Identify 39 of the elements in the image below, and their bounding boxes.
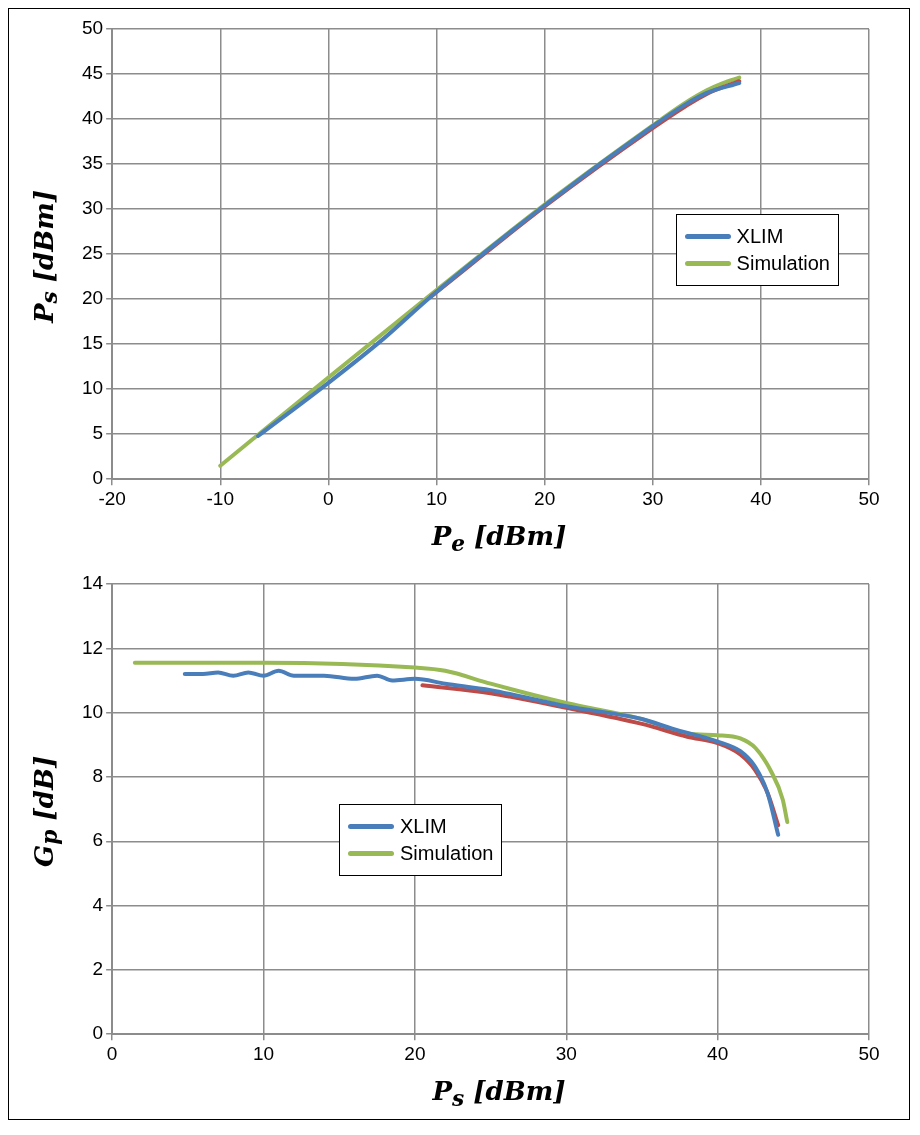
x-tick-label: 50	[858, 487, 880, 509]
legend-label: XLIM	[736, 225, 784, 248]
y-tick-label: 5	[92, 422, 104, 444]
x-tick-label: 40	[707, 1042, 729, 1064]
x-tick-label: -10	[206, 487, 234, 509]
y-tick-label: 30	[81, 197, 104, 219]
y-tick-label: 6	[92, 829, 104, 851]
y-tick-label: 45	[81, 62, 104, 84]
x-tick-label: 10	[252, 1042, 275, 1064]
x-tick-label: 0	[106, 1042, 118, 1064]
x-tick-label: 50	[858, 1042, 880, 1064]
y-tick-label: 20	[81, 287, 104, 309]
y-tick-label: 35	[81, 152, 104, 174]
y-tick-label: 50	[81, 17, 104, 39]
x-tick-label: 0	[323, 487, 334, 509]
x-axis-title: P$_{e}$ [dBm]	[430, 520, 568, 556]
y-tick-label: 4	[92, 893, 104, 915]
y-tick-label: 40	[81, 107, 104, 129]
y-tick-label: 8	[92, 765, 104, 787]
legend-label: Simulation	[736, 252, 830, 275]
x-tick-label: -20	[98, 487, 126, 509]
x-tick-label: 20	[404, 1042, 426, 1064]
x-tick-label: 30	[642, 487, 664, 509]
x-tick-label: 30	[555, 1042, 577, 1064]
y-tick-label: 0	[92, 467, 104, 489]
y-tick-label: 10	[81, 377, 104, 399]
legend-label: XLIM	[400, 815, 447, 838]
y-tick-label: 12	[81, 636, 104, 658]
x-tick-label: 40	[750, 487, 772, 509]
y-tick-label: 15	[81, 332, 104, 354]
legend-label: Simulation	[400, 842, 494, 865]
y-tick-label: 0	[92, 1022, 104, 1044]
y-tick-label: 25	[81, 242, 104, 264]
y-tick-label: 2	[92, 958, 104, 980]
y-tick-label: 10	[81, 700, 104, 722]
x-tick-label: 10	[425, 487, 448, 509]
x-tick-label: 20	[534, 487, 556, 509]
x-axis-title: P$_{s}$ [dBm]	[431, 1075, 567, 1111]
y-tick-label: 14	[81, 572, 104, 594]
